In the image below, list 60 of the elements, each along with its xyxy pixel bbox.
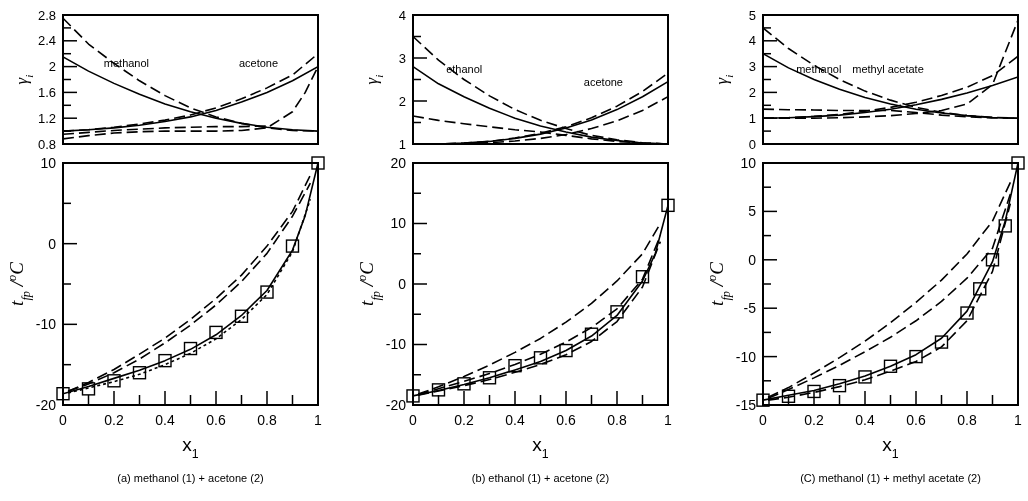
text: (b) ethanol (1) + acetone (2) [471, 472, 610, 484]
y-tick-label: 10 [740, 154, 757, 171]
y-tick-label: 1.6 [37, 84, 56, 100]
y-tick-label: 2 [48, 59, 56, 75]
y-tick-label: -20 [385, 396, 407, 413]
text: (a) methanol (1) + acetone (2) [117, 472, 264, 484]
x-tick-label: 0.8 [957, 412, 977, 428]
annotation: acetone [583, 75, 624, 88]
y-tick-label: -20 [35, 396, 57, 413]
annotation: acetone [238, 56, 279, 69]
y-tick-label: 2 [398, 93, 406, 109]
x-axis-title: x$_{1}$ [882, 434, 899, 461]
annotation: methanol [103, 56, 150, 69]
y-tick-label: 3 [398, 50, 406, 66]
y-tick-label: 10 [390, 215, 407, 232]
x-tick-label: 0.8 [257, 412, 277, 428]
y-tick-label: -10 [385, 336, 407, 353]
y-tick-label: 2.8 [37, 7, 56, 23]
y-tick-label: 0 [398, 275, 407, 292]
x-tick-label: 0.4 [855, 412, 875, 428]
x-tick-label: 0.2 [104, 412, 124, 428]
y-tick-label: 2 [748, 84, 756, 100]
y-tick-label: 1 [398, 136, 406, 152]
y-tick-label: 0 [48, 235, 57, 252]
y-tick-label: 20 [390, 154, 407, 171]
y-tick-label: 3 [748, 59, 756, 75]
x-axis-title: x$_{1}$ [532, 434, 549, 461]
y-tick-label: -5 [743, 300, 757, 317]
x-tick-label: 0.6 [556, 412, 576, 428]
x-tick-label: 0.2 [804, 412, 824, 428]
y-tick-label: 1 [748, 110, 756, 126]
x-tick-label: 1 [1014, 412, 1023, 428]
x-tick-label: 1 [314, 412, 323, 428]
y-tick-label: 5 [748, 203, 757, 220]
y-tick-label: -10 [35, 316, 57, 333]
x-tick-label: 0 [59, 412, 68, 428]
x-tick-label: 0.2 [454, 412, 474, 428]
y-tick-label: 10 [40, 154, 57, 171]
y-tick-label: 0 [748, 251, 757, 268]
y-tick-label: -15 [735, 396, 757, 413]
x-tick-label: 0.6 [206, 412, 226, 428]
x-tick-label: 0.8 [607, 412, 627, 428]
y-tick-label: 4 [398, 7, 406, 23]
x-tick-label: 1 [664, 412, 673, 428]
y-tick-label: 1.2 [37, 110, 56, 126]
x-tick-label: 0.4 [155, 412, 175, 428]
text: (C) methanol (1) + methyl acetate (2) [800, 472, 981, 484]
x-tick-label: 0.4 [505, 412, 525, 428]
x-axis-title: x$_{1}$ [182, 434, 199, 461]
y-tick-label: 4 [748, 33, 756, 49]
x-tick-label: 0 [409, 412, 418, 428]
y-tick-label: 0.8 [37, 136, 56, 152]
x-tick-label: 0.6 [906, 412, 926, 428]
x-tick-label: 0 [759, 412, 768, 428]
y-tick-label: -10 [735, 348, 757, 365]
y-tick-label: 2.4 [37, 33, 56, 49]
y-tick-label: 0 [748, 136, 756, 152]
annotation: ethanol [446, 63, 483, 76]
annotation: methyl acetate [852, 63, 924, 76]
y-tick-label: 5 [748, 7, 756, 23]
